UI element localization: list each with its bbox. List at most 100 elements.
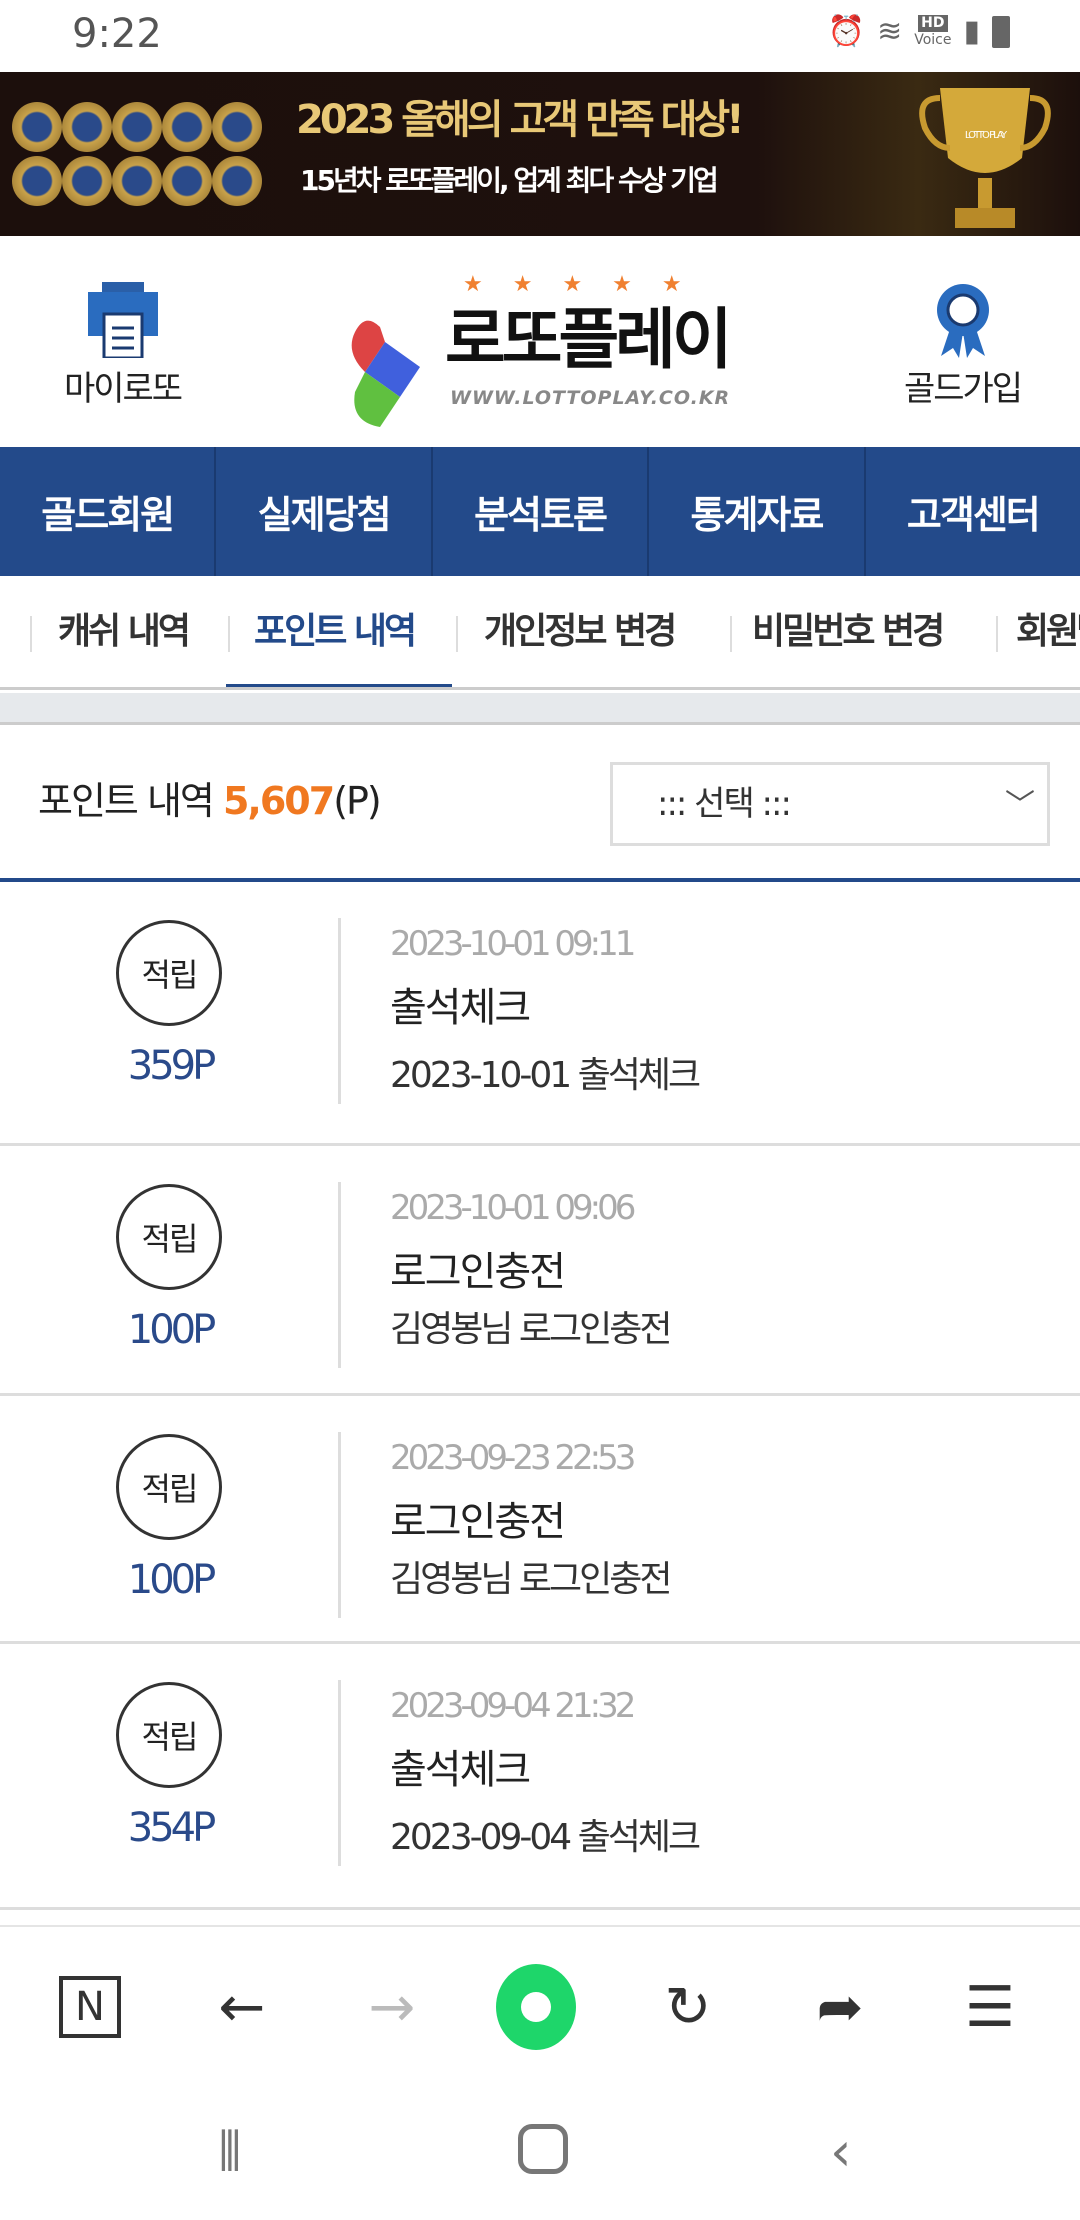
points-amount: 359P — [127, 1043, 216, 1089]
status-icons: ⏰ ≋ HD Voice ▮ — [828, 14, 1010, 49]
divider — [338, 1432, 341, 1618]
item-title: 로그인충전 — [390, 1249, 566, 1295]
medal-icon — [62, 156, 112, 206]
svg-text:LOTTO PLAY: LOTTO PLAY — [965, 130, 1008, 141]
nav-customer-center[interactable]: 고객센터 — [906, 493, 1041, 537]
site-header: 마이로또 ★★★★★ 로또플레이 WWW.LOTTOPLAY.CO.KR 골드가… — [0, 236, 1080, 447]
item-title: 로그인충전 — [390, 1499, 566, 1545]
divider — [338, 1680, 341, 1866]
nav-analysis-discussion[interactable]: 분석토론 — [433, 447, 650, 576]
divider — [228, 616, 230, 652]
tab-personal-info[interactable]: 개인정보 변경 — [484, 611, 677, 652]
divider — [996, 616, 998, 652]
earn-badge: 적립 — [116, 1184, 222, 1290]
wifi-icon: ≋ — [877, 14, 903, 49]
sub-tabs: 캐쉬 내역 포인트 내역 개인정보 변경 비밀번호 변경 회원탈퇴 — [0, 576, 1080, 690]
forward-arrow-icon[interactable]: → — [368, 1974, 416, 2040]
home-icon[interactable] — [518, 2124, 568, 2174]
divider — [456, 616, 458, 652]
tab-password[interactable]: 비밀번호 변경 — [752, 611, 945, 652]
site-logo[interactable]: ★★★★★ 로또플레이 WWW.LOTTOPLAY.CO.KR — [345, 272, 765, 427]
points-amount: 100P — [127, 1557, 216, 1603]
points-unit: (P) — [333, 779, 382, 823]
medal-icon — [212, 156, 262, 206]
item-desc: 김영봉님 로그인충전 — [390, 1559, 673, 1600]
item-desc: 김영봉님 로그인충전 — [390, 1309, 673, 1350]
earn-badge: 적립 — [116, 920, 222, 1026]
list-item: 적립 100P 2023-10-01 09:06 로그인충전 김영봉님 로그인충… — [0, 1146, 1080, 1396]
points-total: 5,607 — [222, 779, 335, 823]
logo-text: 로또플레이 — [445, 301, 733, 378]
logo-stars: ★★★★★ — [463, 272, 712, 297]
tab-cash-history[interactable]: 캐쉬 내역 — [58, 611, 191, 652]
item-title: 출석체크 — [390, 985, 531, 1031]
list-top-border — [0, 878, 1080, 882]
trophy-icon: LOTTO PLAY — [919, 88, 1051, 228]
signal-icon: ▮ — [963, 14, 980, 49]
medal-icon — [212, 102, 262, 152]
battery-icon — [992, 15, 1010, 48]
gold-join-label: 골드가입 — [903, 369, 1023, 409]
naver-home-icon[interactable]: N — [50, 1967, 130, 2047]
medal-icon — [112, 156, 162, 206]
refresh-icon[interactable]: ↻ — [664, 1974, 712, 2040]
nav-actual-winning[interactable]: 실제당첨 — [216, 447, 433, 576]
hd-voice-icon: HD Voice — [914, 14, 952, 48]
alarm-icon: ⏰ — [827, 14, 866, 49]
recent-apps-icon[interactable]: ⦀ — [218, 2120, 242, 2183]
logo-mark-icon — [351, 320, 420, 427]
logo-url: WWW.LOTTOPLAY.CO.KR — [450, 387, 731, 409]
earn-badge: 적립 — [116, 1434, 222, 1540]
medal-icon — [12, 102, 62, 152]
list-item: 적립 100P 2023-09-23 22:53 로그인충전 김영봉님 로그인충… — [0, 1396, 1080, 1644]
medal-icon — [162, 102, 212, 152]
share-icon[interactable]: ➦ — [816, 1974, 864, 2040]
medal-icon — [162, 156, 212, 206]
medal-icon — [12, 156, 62, 206]
points-amount: 354P — [127, 1805, 216, 1851]
promo-banner[interactable]: 2023 올해의 고객 만족 대상! 15년차 로또플레이, 업계 최다 수상 … — [0, 72, 1080, 236]
menu-icon[interactable]: ☰ — [964, 1974, 1016, 2040]
printer-icon — [87, 282, 158, 360]
chevron-down-icon: ﹀ — [1005, 788, 1035, 823]
divider — [338, 1182, 341, 1368]
back-arrow-icon[interactable]: ← — [218, 1974, 266, 2040]
banner-headline: 2023 올해의 고객 만족 대상! — [296, 97, 744, 143]
divider — [338, 918, 341, 1104]
my-lotto-button[interactable]: 마이로또 — [40, 282, 205, 410]
green-dot-icon[interactable] — [496, 1964, 576, 2050]
back-icon[interactable]: ‹ — [830, 2120, 852, 2183]
my-lotto-label: 마이로또 — [63, 369, 183, 409]
item-title: 출석체크 — [390, 1747, 531, 1793]
tab-point-history[interactable]: 포인트 내역 — [254, 611, 417, 652]
item-desc: 2023-10-01 출석체크 — [390, 1055, 701, 1096]
item-date: 2023-10-01 09:06 — [390, 1188, 636, 1228]
medal-icon — [62, 102, 112, 152]
clock: 9:22 — [72, 11, 162, 57]
list-item: 적립 359P 2023-10-01 09:11 출석체크 2023-10-01… — [0, 882, 1080, 1146]
nav-gold-member[interactable]: 골드회원 — [0, 447, 217, 576]
medal-icon — [112, 102, 162, 152]
item-date: 2023-09-04 21:32 — [390, 1686, 636, 1726]
select-value: ::: 선택 ::: — [657, 784, 792, 824]
tab-withdraw[interactable]: 회원탈퇴 — [1016, 611, 1080, 652]
filter-select[interactable]: ::: 선택 ::: ﹀ — [610, 762, 1050, 846]
list-item: 적립 354P 2023-09-04 21:32 출석체크 2023-09-04… — [0, 1644, 1080, 1910]
earn-badge: 적립 — [116, 1682, 222, 1788]
points-summary: 포인트 내역 5,607(P) — [38, 778, 382, 824]
points-label: 포인트 내역 — [38, 779, 215, 823]
status-bar: 9:22 ⏰ ≋ HD Voice ▮ — [0, 0, 1080, 72]
nav-statistics[interactable]: 통계자료 — [649, 447, 866, 576]
system-nav-bar: ⦀ ‹ — [0, 2080, 1080, 2220]
points-amount: 100P — [127, 1307, 216, 1353]
item-desc: 2023-09-04 출석체크 — [390, 1817, 701, 1858]
banner-subline: 15년차 로또플레이, 업계 최다 수상 기업 — [300, 164, 719, 197]
browser-toolbar: N ← → ↻ ➦ ☰ — [0, 1925, 1080, 2080]
active-tab-indicator — [226, 684, 452, 687]
award-ribbon-icon — [936, 284, 989, 358]
item-date: 2023-09-23 22:53 — [390, 1438, 636, 1478]
divider — [730, 616, 732, 652]
main-nav: 골드회원 실제당첨 분석토론 통계자료 고객센터 — [0, 447, 1080, 576]
divider — [30, 616, 32, 652]
gold-join-button[interactable]: 골드가입 — [880, 282, 1045, 410]
